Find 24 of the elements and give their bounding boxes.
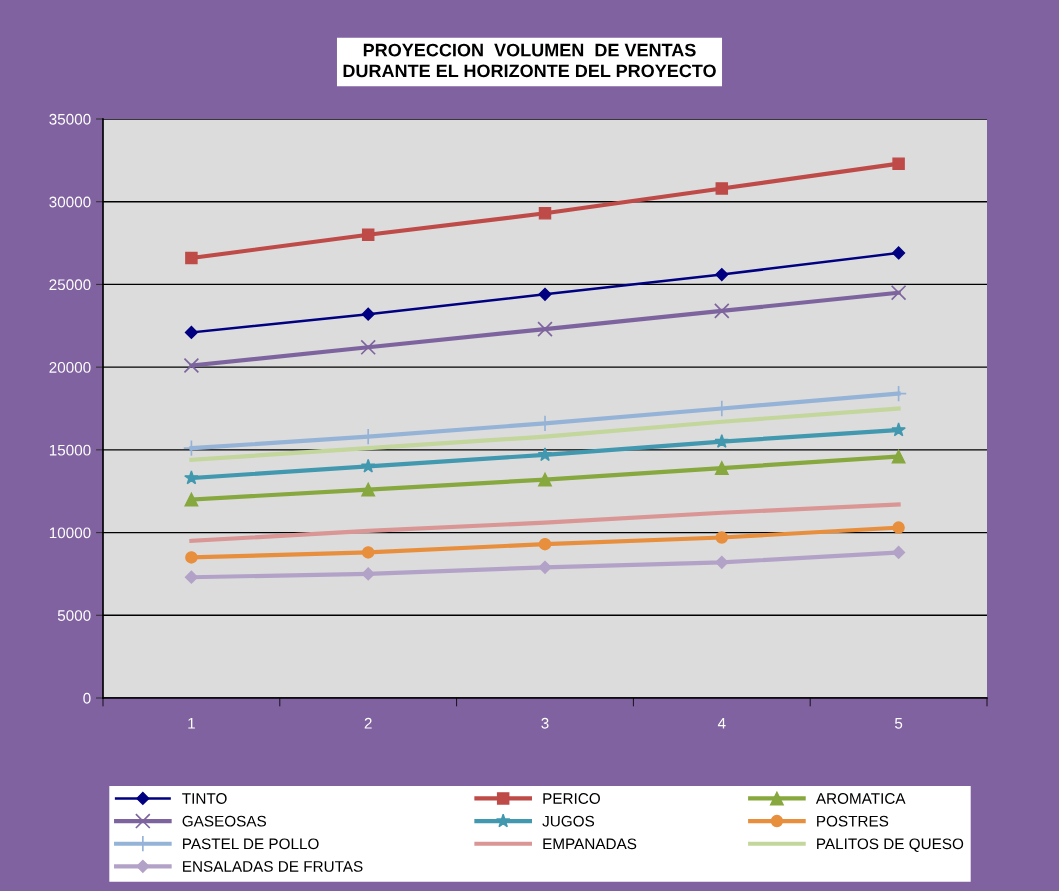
x-tick-label: 3	[541, 717, 549, 729]
y-tick-label: 10000	[49, 527, 91, 539]
legend-label: AROMATICA	[815, 793, 906, 804]
y-tick-label: 15000	[49, 444, 91, 456]
legend-label: GASEOSAS	[182, 815, 267, 827]
x-tick-label: 1	[188, 718, 195, 729]
y-tick-label: 25000	[49, 279, 91, 291]
chart-title: PROYECCION VOLUMEN DE VENTAS DURANTE EL HORIZONTE DEL PROYECTO	[343, 43, 716, 78]
y-tick-label: 30000	[49, 196, 91, 208]
y-tick-label: 20000	[49, 362, 91, 373]
x-tick-label: 4	[717, 718, 726, 729]
legend-label: POSTRES	[817, 815, 889, 827]
legend-label: ENSALADAS DE FRUTAS	[183, 861, 363, 872]
y-tick-label: 35000	[49, 113, 91, 125]
legend-label: PERICO	[543, 793, 600, 804]
legend-label: PASTEL DE POLLO	[183, 838, 319, 850]
x-tick-label: 2	[364, 717, 372, 729]
y-tick-label: 0	[83, 692, 91, 704]
legend-label: PALITOS DE QUESO	[817, 838, 964, 852]
y-tick-label: 5000	[57, 610, 91, 621]
legend-label: JUGOS	[542, 815, 595, 827]
x-tick-label: 5	[894, 718, 903, 729]
legend-label: TINTO	[182, 793, 227, 804]
legend-label: EMPANADAS	[543, 838, 637, 850]
